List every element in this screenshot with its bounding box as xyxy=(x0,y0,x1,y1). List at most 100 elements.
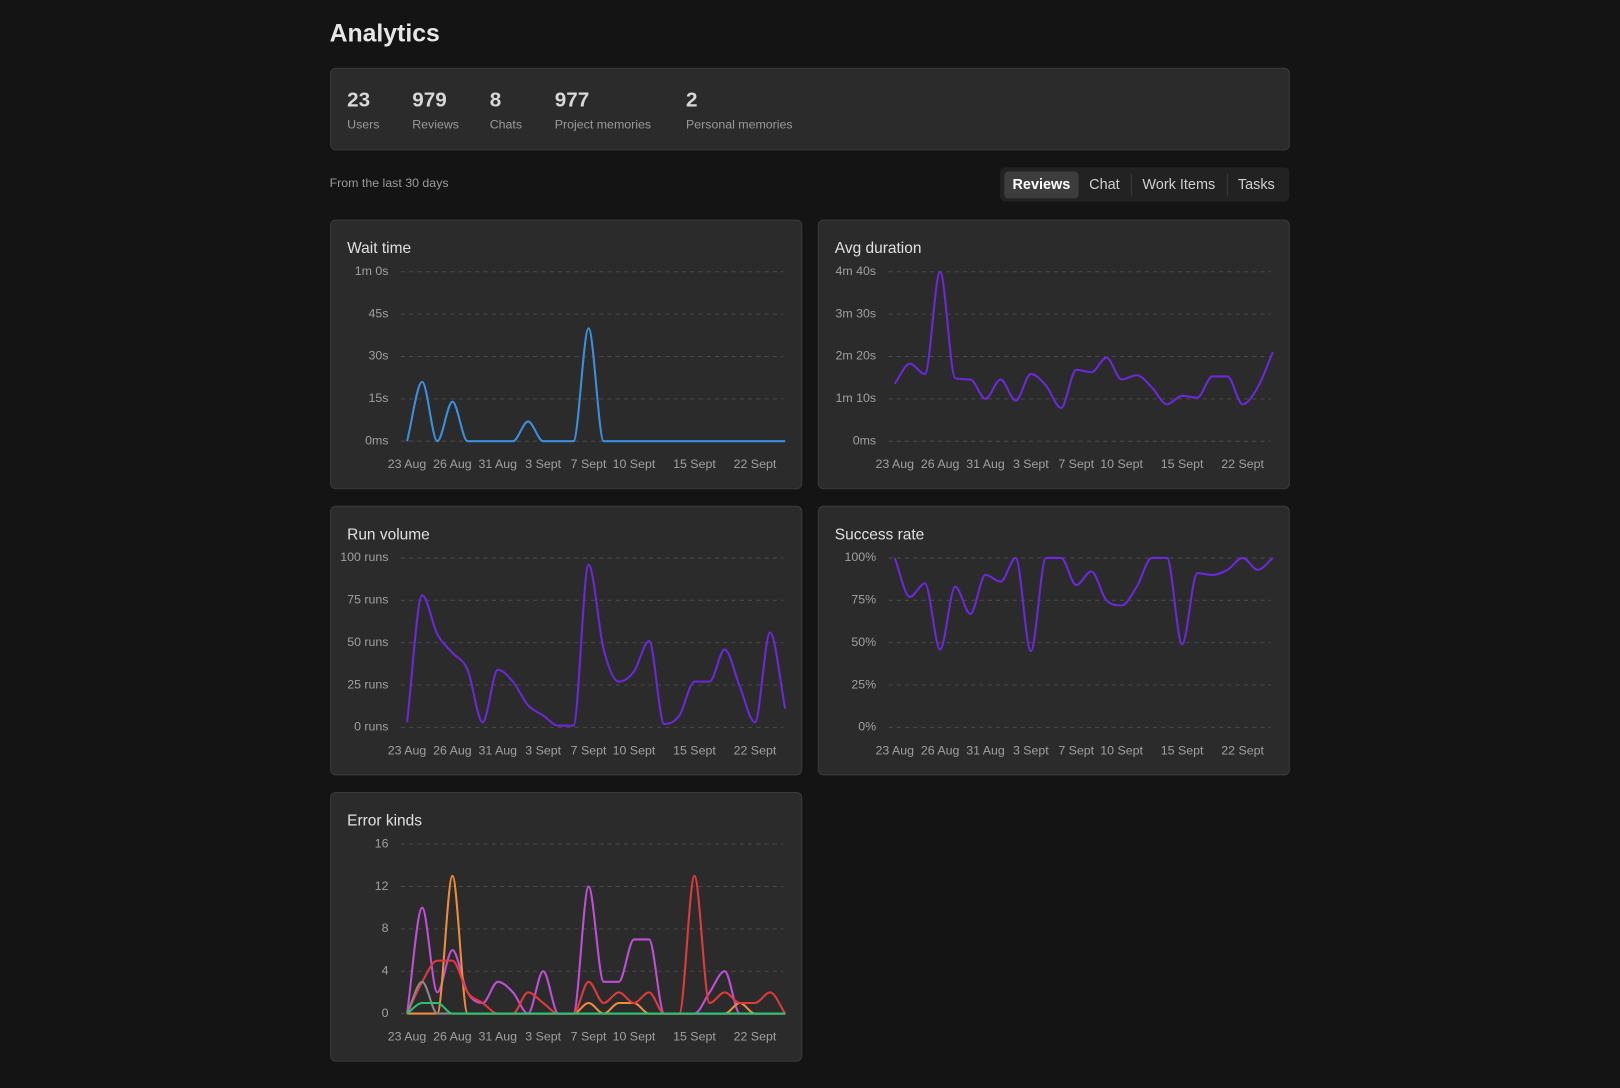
x-tick-label: 31 Aug xyxy=(479,1030,518,1044)
x-tick-label: 23 Aug xyxy=(388,743,427,757)
x-tick-label: 23 Aug xyxy=(388,1030,427,1044)
x-tick-label: 26 Aug xyxy=(921,457,960,471)
period-note: From the last 30 days xyxy=(330,176,449,190)
y-tick-label: 0 xyxy=(382,1006,389,1020)
x-tick-label: 23 Aug xyxy=(875,457,914,471)
chart-card xyxy=(330,219,803,490)
stat-value: 2 xyxy=(686,89,698,112)
series-line xyxy=(893,270,1274,409)
x-tick-label: 15 Sept xyxy=(673,743,716,757)
x-tick-label: 3 Sept xyxy=(525,1030,561,1044)
x-tick-label: 26 Aug xyxy=(433,743,472,757)
y-tick-label: 100 runs xyxy=(340,550,388,564)
y-tick-label: 50% xyxy=(851,635,876,649)
x-tick-label: 22 Sept xyxy=(1221,743,1264,757)
x-tick-label: 26 Aug xyxy=(433,1030,472,1044)
tab[interactable]: Chat xyxy=(1089,177,1120,193)
chart-title: Error kinds xyxy=(347,812,422,829)
chart-title: Avg duration xyxy=(835,240,922,257)
page-title: Analytics xyxy=(330,21,440,48)
x-tick-label: 7 Sept xyxy=(1058,743,1094,757)
x-tick-label: 31 Aug xyxy=(479,457,518,471)
tab[interactable]: Work Items xyxy=(1142,177,1215,193)
stat-value: 8 xyxy=(490,89,502,112)
y-tick-label: 25% xyxy=(851,677,876,691)
x-tick-label: 23 Aug xyxy=(388,457,427,471)
y-tick-label: 50 runs xyxy=(347,635,388,649)
x-tick-label: 15 Sept xyxy=(673,457,716,471)
x-tick-label: 3 Sept xyxy=(525,743,561,757)
y-tick-label: 1m 0s xyxy=(355,264,389,278)
x-tick-label: 7 Sept xyxy=(1058,457,1094,471)
x-tick-label: 7 Sept xyxy=(571,1030,607,1044)
stat-label: Personal memories xyxy=(686,117,793,131)
y-tick-label: 8 xyxy=(382,921,389,935)
chart-title: Success rate xyxy=(835,526,925,543)
y-tick-label: 45s xyxy=(369,306,389,320)
x-tick-label: 10 Sept xyxy=(1100,743,1143,757)
x-tick-label: 22 Sept xyxy=(1221,457,1264,471)
stat-label: Chats xyxy=(490,117,522,131)
y-tick-label: 2m 20s xyxy=(836,349,877,363)
y-tick-label: 4m 40s xyxy=(836,264,877,278)
x-tick-label: 3 Sept xyxy=(1013,457,1049,471)
x-tick-label: 22 Sept xyxy=(734,743,777,757)
y-tick-label: 0% xyxy=(858,720,876,734)
series-line xyxy=(406,1001,786,1015)
series-line xyxy=(406,874,787,1015)
chart-title: Run volume xyxy=(347,526,430,543)
y-tick-label: 3m 30s xyxy=(836,306,877,320)
series-line xyxy=(406,563,787,727)
chart-card xyxy=(817,505,1290,776)
x-tick-label: 31 Aug xyxy=(966,743,1005,757)
y-tick-label: 0 runs xyxy=(354,720,388,734)
active-tab-bg xyxy=(1004,171,1079,199)
stat-label: Project memories xyxy=(555,117,651,131)
stat-value: 977 xyxy=(555,89,589,112)
x-tick-label: 31 Aug xyxy=(966,457,1005,471)
y-tick-label: 4 xyxy=(382,963,389,977)
y-tick-label: 75 runs xyxy=(347,593,388,607)
tab[interactable]: Tasks xyxy=(1238,177,1275,193)
chart-title: Wait time xyxy=(347,240,411,257)
y-tick-label: 25 runs xyxy=(347,677,388,691)
stat-value: 23 xyxy=(347,89,370,112)
y-tick-label: 0ms xyxy=(365,433,388,447)
x-tick-label: 7 Sept xyxy=(571,457,607,471)
stat-label: Users xyxy=(347,117,379,131)
x-tick-label: 7 Sept xyxy=(571,743,607,757)
x-tick-label: 31 Aug xyxy=(479,743,518,757)
series-line xyxy=(406,327,786,443)
y-tick-label: 30s xyxy=(369,349,389,363)
y-tick-label: 1m 10s xyxy=(836,391,877,405)
tab[interactable]: Reviews xyxy=(1012,177,1070,193)
x-tick-label: 26 Aug xyxy=(921,743,960,757)
x-tick-label: 10 Sept xyxy=(613,743,656,757)
chart-card xyxy=(817,219,1290,490)
y-tick-label: 15s xyxy=(369,391,389,405)
stat-label: Reviews xyxy=(412,117,459,131)
x-tick-label: 15 Sept xyxy=(1161,457,1204,471)
x-tick-label: 22 Sept xyxy=(734,1030,777,1044)
x-tick-label: 15 Sept xyxy=(673,1030,716,1044)
stat-value: 979 xyxy=(412,89,446,112)
x-tick-label: 22 Sept xyxy=(734,457,777,471)
y-tick-label: 0ms xyxy=(853,433,876,447)
x-tick-label: 10 Sept xyxy=(1100,457,1143,471)
x-tick-label: 3 Sept xyxy=(1013,743,1049,757)
chart-card xyxy=(330,505,803,776)
y-tick-label: 75% xyxy=(851,593,876,607)
series-line xyxy=(893,556,1274,653)
x-tick-label: 26 Aug xyxy=(433,457,472,471)
x-tick-label: 10 Sept xyxy=(613,457,656,471)
y-tick-label: 16 xyxy=(375,836,389,850)
x-tick-label: 10 Sept xyxy=(613,1030,656,1044)
y-tick-label: 12 xyxy=(375,879,389,893)
stats-panel xyxy=(330,67,1290,151)
y-tick-label: 100% xyxy=(844,550,876,564)
chart-card xyxy=(330,791,803,1062)
x-tick-label: 15 Sept xyxy=(1161,743,1204,757)
